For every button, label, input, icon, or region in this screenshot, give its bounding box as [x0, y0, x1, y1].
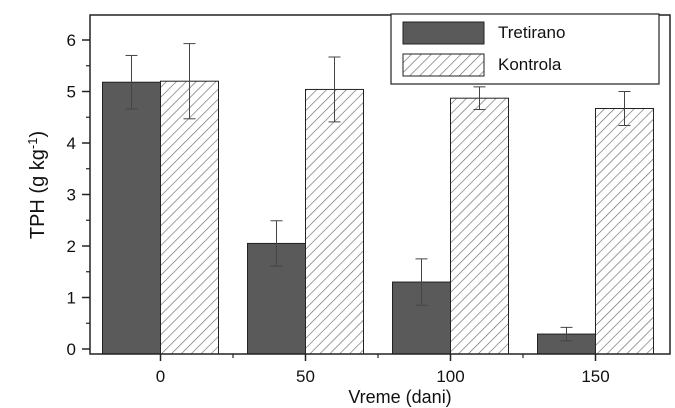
y-tick-label: 3 — [67, 186, 76, 205]
bar-kontrola-100 — [450, 97, 509, 355]
bar-kontrola-0 — [160, 80, 219, 355]
y-axis-title-base: TPH (g kg — [27, 149, 49, 239]
x-tick-label: 50 — [296, 367, 315, 386]
bar-tretirano-0 — [102, 81, 161, 355]
bar-kontrola-150 — [595, 107, 654, 355]
y-axis-title: TPH (g kg-1) — [25, 131, 49, 239]
legend-label-tretirano: Tretirano — [498, 23, 565, 42]
bar-kontrola-50 — [305, 88, 364, 355]
y-tick-label: 2 — [67, 237, 76, 256]
y-tick-label: 5 — [67, 83, 76, 102]
y-tick-label: 0 — [67, 340, 76, 359]
bars-layer — [102, 80, 654, 355]
legend-swatch-tretirano — [402, 21, 485, 45]
legend-swatch-kontrola — [402, 53, 485, 77]
x-axis: 0 50 100 150 — [156, 354, 610, 386]
legend: Tretirano Kontrola — [390, 13, 660, 85]
y-axis-title-superscript: -1 — [25, 138, 40, 150]
y-axis-title-close: ) — [27, 131, 49, 138]
x-tick-label: 0 — [156, 367, 165, 386]
y-tick-label: 4 — [67, 134, 76, 153]
x-tick-label: 100 — [436, 367, 464, 386]
legend-label-kontrola: Kontrola — [498, 55, 562, 74]
y-tick-label: 6 — [67, 31, 76, 50]
y-axis: 0 1 2 3 4 5 6 — [67, 31, 90, 359]
error-bars-layer — [125, 43, 631, 342]
x-axis-title: Vreme (dani) — [348, 387, 451, 407]
y-tick-label: 1 — [67, 289, 76, 308]
plot-frame — [89, 14, 671, 355]
x-tick-label: 150 — [581, 367, 609, 386]
